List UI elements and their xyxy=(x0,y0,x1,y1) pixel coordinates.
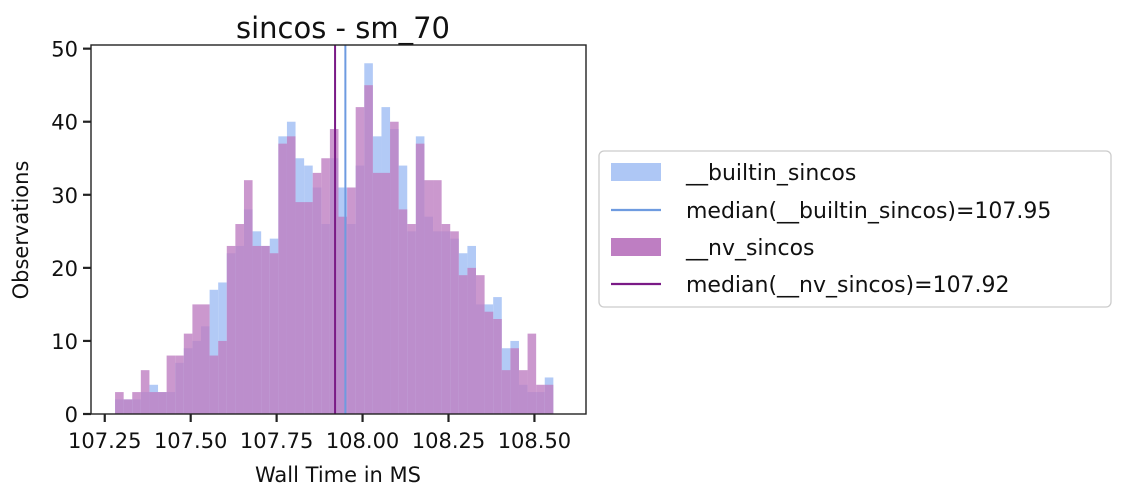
legend-entry: median(__builtin_sincos)=107.95 xyxy=(611,199,1051,224)
histogram-bar xyxy=(252,245,262,414)
x-tick-label: 108.00 xyxy=(326,429,399,453)
histogram-bar xyxy=(209,355,219,414)
histogram-bar xyxy=(407,224,416,414)
histogram-bars xyxy=(115,63,554,415)
histogram-bar xyxy=(510,348,519,414)
histogram-bar xyxy=(390,121,399,414)
x-axis-ticks: 107.25 107.50 107.75 108.00 108.25 108.50 xyxy=(68,414,571,453)
histogram-bar xyxy=(527,333,537,414)
histogram-bar xyxy=(338,216,348,414)
histogram-bar xyxy=(304,202,313,414)
x-axis-label: Wall Time in MS xyxy=(255,463,421,487)
histogram-bar xyxy=(467,267,476,414)
legend-entry: median(__nv_sincos)=107.92 xyxy=(611,273,1010,298)
x-tick-label: 107.50 xyxy=(154,429,227,453)
series-nvsincos xyxy=(115,85,554,415)
histogram-bar xyxy=(183,333,193,414)
histogram-bar xyxy=(476,275,485,414)
y-axis-ticks: 0 10 20 30 40 50 xyxy=(51,38,91,427)
histogram-bar xyxy=(312,172,322,414)
histogram-bar xyxy=(415,143,425,415)
histogram-bar xyxy=(226,245,236,414)
legend-label: __builtin_sincos xyxy=(685,161,856,186)
legend-box xyxy=(598,150,1112,308)
histogram-bar xyxy=(140,370,150,414)
x-tick-label: 107.75 xyxy=(240,429,313,453)
histogram-bar xyxy=(175,355,184,414)
histogram-bar xyxy=(355,107,365,414)
histogram-bar xyxy=(115,392,124,414)
histogram-bar xyxy=(347,187,356,414)
x-tick-label: 108.25 xyxy=(412,429,485,453)
legend-entry: __builtin_sincos xyxy=(611,161,856,186)
y-tick-label: 50 xyxy=(51,38,78,62)
legend-swatch xyxy=(611,238,661,256)
legend-label: median(__nv_sincos)=107.92 xyxy=(686,273,1010,298)
y-tick-label: 20 xyxy=(51,257,78,281)
histogram-bar xyxy=(364,85,373,415)
histogram-bar xyxy=(158,392,167,414)
legend: __builtin_sincos median(__builtin_sincos)… xyxy=(598,150,1112,308)
y-tick-label: 40 xyxy=(51,111,78,135)
median-lines xyxy=(334,45,347,414)
histogram-bar xyxy=(201,304,210,414)
histogram-bar xyxy=(243,180,253,414)
histogram-bar xyxy=(398,209,408,414)
histogram-bar xyxy=(484,311,494,414)
histogram-bar xyxy=(235,224,244,414)
x-tick-label: 108.50 xyxy=(498,429,571,453)
histogram-bar xyxy=(458,275,468,414)
legend-swatch xyxy=(611,163,661,181)
x-tick-label: 107.25 xyxy=(68,429,141,453)
histogram-bar xyxy=(536,384,545,414)
histogram-bar xyxy=(192,304,201,414)
histogram-bar xyxy=(209,289,219,414)
histogram-bar xyxy=(441,224,451,414)
histogram-bar xyxy=(132,392,141,414)
histogram-bar xyxy=(424,180,434,414)
legend-entry: __nv_sincos xyxy=(611,236,815,261)
histogram-bar xyxy=(501,370,511,414)
y-axis-label: Observations xyxy=(9,161,33,300)
histogram-bar xyxy=(493,319,502,414)
histogram-bar xyxy=(286,136,296,414)
histogram-bar xyxy=(295,202,305,414)
histogram-bar xyxy=(518,370,528,414)
histogram-bar xyxy=(433,180,442,414)
histogram-bar xyxy=(450,231,459,414)
histogram-bar xyxy=(278,143,287,415)
y-tick-label: 30 xyxy=(51,184,78,208)
histogram-bar xyxy=(218,340,227,414)
histogram-bar xyxy=(544,384,554,414)
histogram-bar xyxy=(149,392,159,414)
chart-title: sincos - sm_70 xyxy=(236,11,450,45)
legend-label: __nv_sincos xyxy=(685,236,815,261)
y-tick-label: 10 xyxy=(51,330,78,354)
y-tick-label: 0 xyxy=(65,403,78,427)
histogram-bar xyxy=(381,172,391,414)
histogram-bar xyxy=(166,355,176,414)
histogram-bar xyxy=(261,245,270,414)
histogram-bar xyxy=(372,172,382,414)
histogram-bar xyxy=(321,158,330,414)
legend-label: median(__builtin_sincos)=107.95 xyxy=(686,199,1051,224)
histogram-bar xyxy=(269,253,279,414)
plot-area xyxy=(90,44,587,415)
plot-frame xyxy=(90,44,587,415)
histogram-bar xyxy=(123,399,133,414)
